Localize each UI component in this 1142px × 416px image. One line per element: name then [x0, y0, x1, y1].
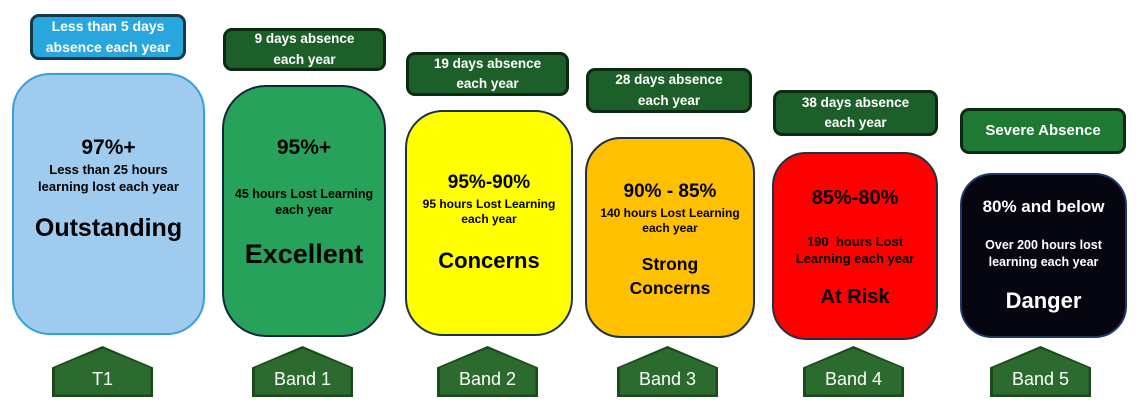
absence-header-line1: 28 days absence — [615, 72, 723, 88]
detail-line2: Learning each year — [795, 250, 915, 266]
detail-line2: each year — [275, 203, 333, 218]
band-arrow-t1: T1 — [52, 346, 153, 397]
percentage-range: 97%+ — [81, 136, 136, 159]
absence-header-band4: 38 days absence each year — [773, 90, 938, 136]
band-card-band5: 80% and below Over 200 hours lost learni… — [960, 173, 1127, 338]
band-card-t1: 97%+ Less than 25 hours learning lost ea… — [12, 73, 205, 335]
status-label: Outstanding — [34, 213, 183, 242]
band-arrow-band4: Band 4 — [803, 346, 904, 397]
detail-line1: Less than 25 hours — [49, 162, 168, 178]
status-label: At Risk — [820, 285, 890, 308]
band-arrow-label: T1 — [91, 369, 113, 389]
detail-line1: 95 hours Lost Learning — [422, 196, 556, 211]
detail-line1: 190 hours Lost — [806, 234, 904, 249]
band-arrow-label: Band 5 — [1011, 369, 1070, 389]
absence-header-t1: Less than 5 days absence each year — [30, 14, 186, 60]
percentage-range: 95%+ — [276, 136, 332, 159]
absence-header-line2: absence each year — [45, 39, 171, 55]
absence-header-band1: 9 days absence each year — [223, 28, 386, 71]
lost-learning-detail: 190 hours Lost Learning each year — [796, 234, 915, 268]
absence-header-line2: each year — [456, 76, 519, 91]
band-arrow-band5: Band 5 — [990, 346, 1091, 397]
detail-line1: 45 hours Lost Learning — [234, 187, 374, 202]
band-arrow-label: Band 2 — [458, 369, 517, 389]
percentage-range: 90% - 85% — [623, 181, 717, 202]
band-card-band4: 85%-80% 190 hours Lost Learning each yea… — [772, 152, 938, 340]
detail-line2: learning each year — [988, 254, 1099, 269]
percentage-range: 85%-80% — [811, 187, 899, 209]
absence-header-line2: each year — [637, 92, 701, 108]
absence-header-line1: Less than 5 days — [51, 18, 165, 34]
status-label: Strong Concerns — [629, 253, 711, 298]
lost-learning-detail: 140 hours Lost Learning each year — [600, 206, 739, 237]
lost-learning-detail: Less than 25 hours learning lost each ye… — [38, 162, 179, 196]
percentage-range: 95%-90% — [447, 172, 531, 193]
absence-header-line1: 19 days absence — [433, 55, 542, 71]
lost-learning-detail: 45 hours Lost Learning each year — [235, 186, 373, 219]
band-arrow-band2: Band 2 — [437, 346, 538, 397]
detail-line2: learning lost each year — [38, 179, 179, 195]
band-arrow-band1: Band 1 — [252, 346, 353, 397]
absence-header-line1: 38 days absence — [801, 94, 910, 110]
absence-header-line2: each year — [824, 115, 887, 130]
status-label: Excellent — [244, 238, 364, 269]
absence-header-band5: Severe Absence — [960, 108, 1126, 154]
detail-line1: Over 200 hours lost — [985, 238, 1102, 253]
status-label: Concerns — [438, 247, 540, 273]
detail-line2: each year — [642, 221, 698, 236]
band-arrow-label: Band 1 — [273, 369, 332, 389]
absence-header-line1: 9 days absence — [254, 31, 355, 47]
band-card-band3: 90% - 85% 140 hours Lost Learning each y… — [585, 137, 755, 338]
detail-line2: each year — [461, 212, 517, 227]
status-label: Danger — [1005, 287, 1082, 313]
percentage-range: 80% and below — [982, 197, 1105, 216]
lost-learning-detail: Over 200 hours lost learning each year — [985, 237, 1102, 270]
absence-header-line1: Severe Absence — [985, 121, 1101, 139]
band-card-band2: 95%-90% 95 hours Lost Learning each year… — [405, 110, 573, 336]
absence-header-band3: 28 days absence each year — [586, 68, 752, 113]
detail-line1: 140 hours Lost Learning — [600, 205, 740, 220]
lost-learning-detail: 95 hours Lost Learning each year — [423, 197, 556, 228]
band-arrow-band3: Band 3 — [617, 346, 718, 397]
band-arrow-label: Band 4 — [824, 369, 883, 389]
absence-header-line2: each year — [273, 51, 336, 67]
absence-header-band2: 19 days absence each year — [406, 52, 569, 96]
band-arrow-label: Band 3 — [638, 369, 697, 389]
band-card-band1: 95%+ 45 hours Lost Learning each year Ex… — [222, 85, 386, 337]
